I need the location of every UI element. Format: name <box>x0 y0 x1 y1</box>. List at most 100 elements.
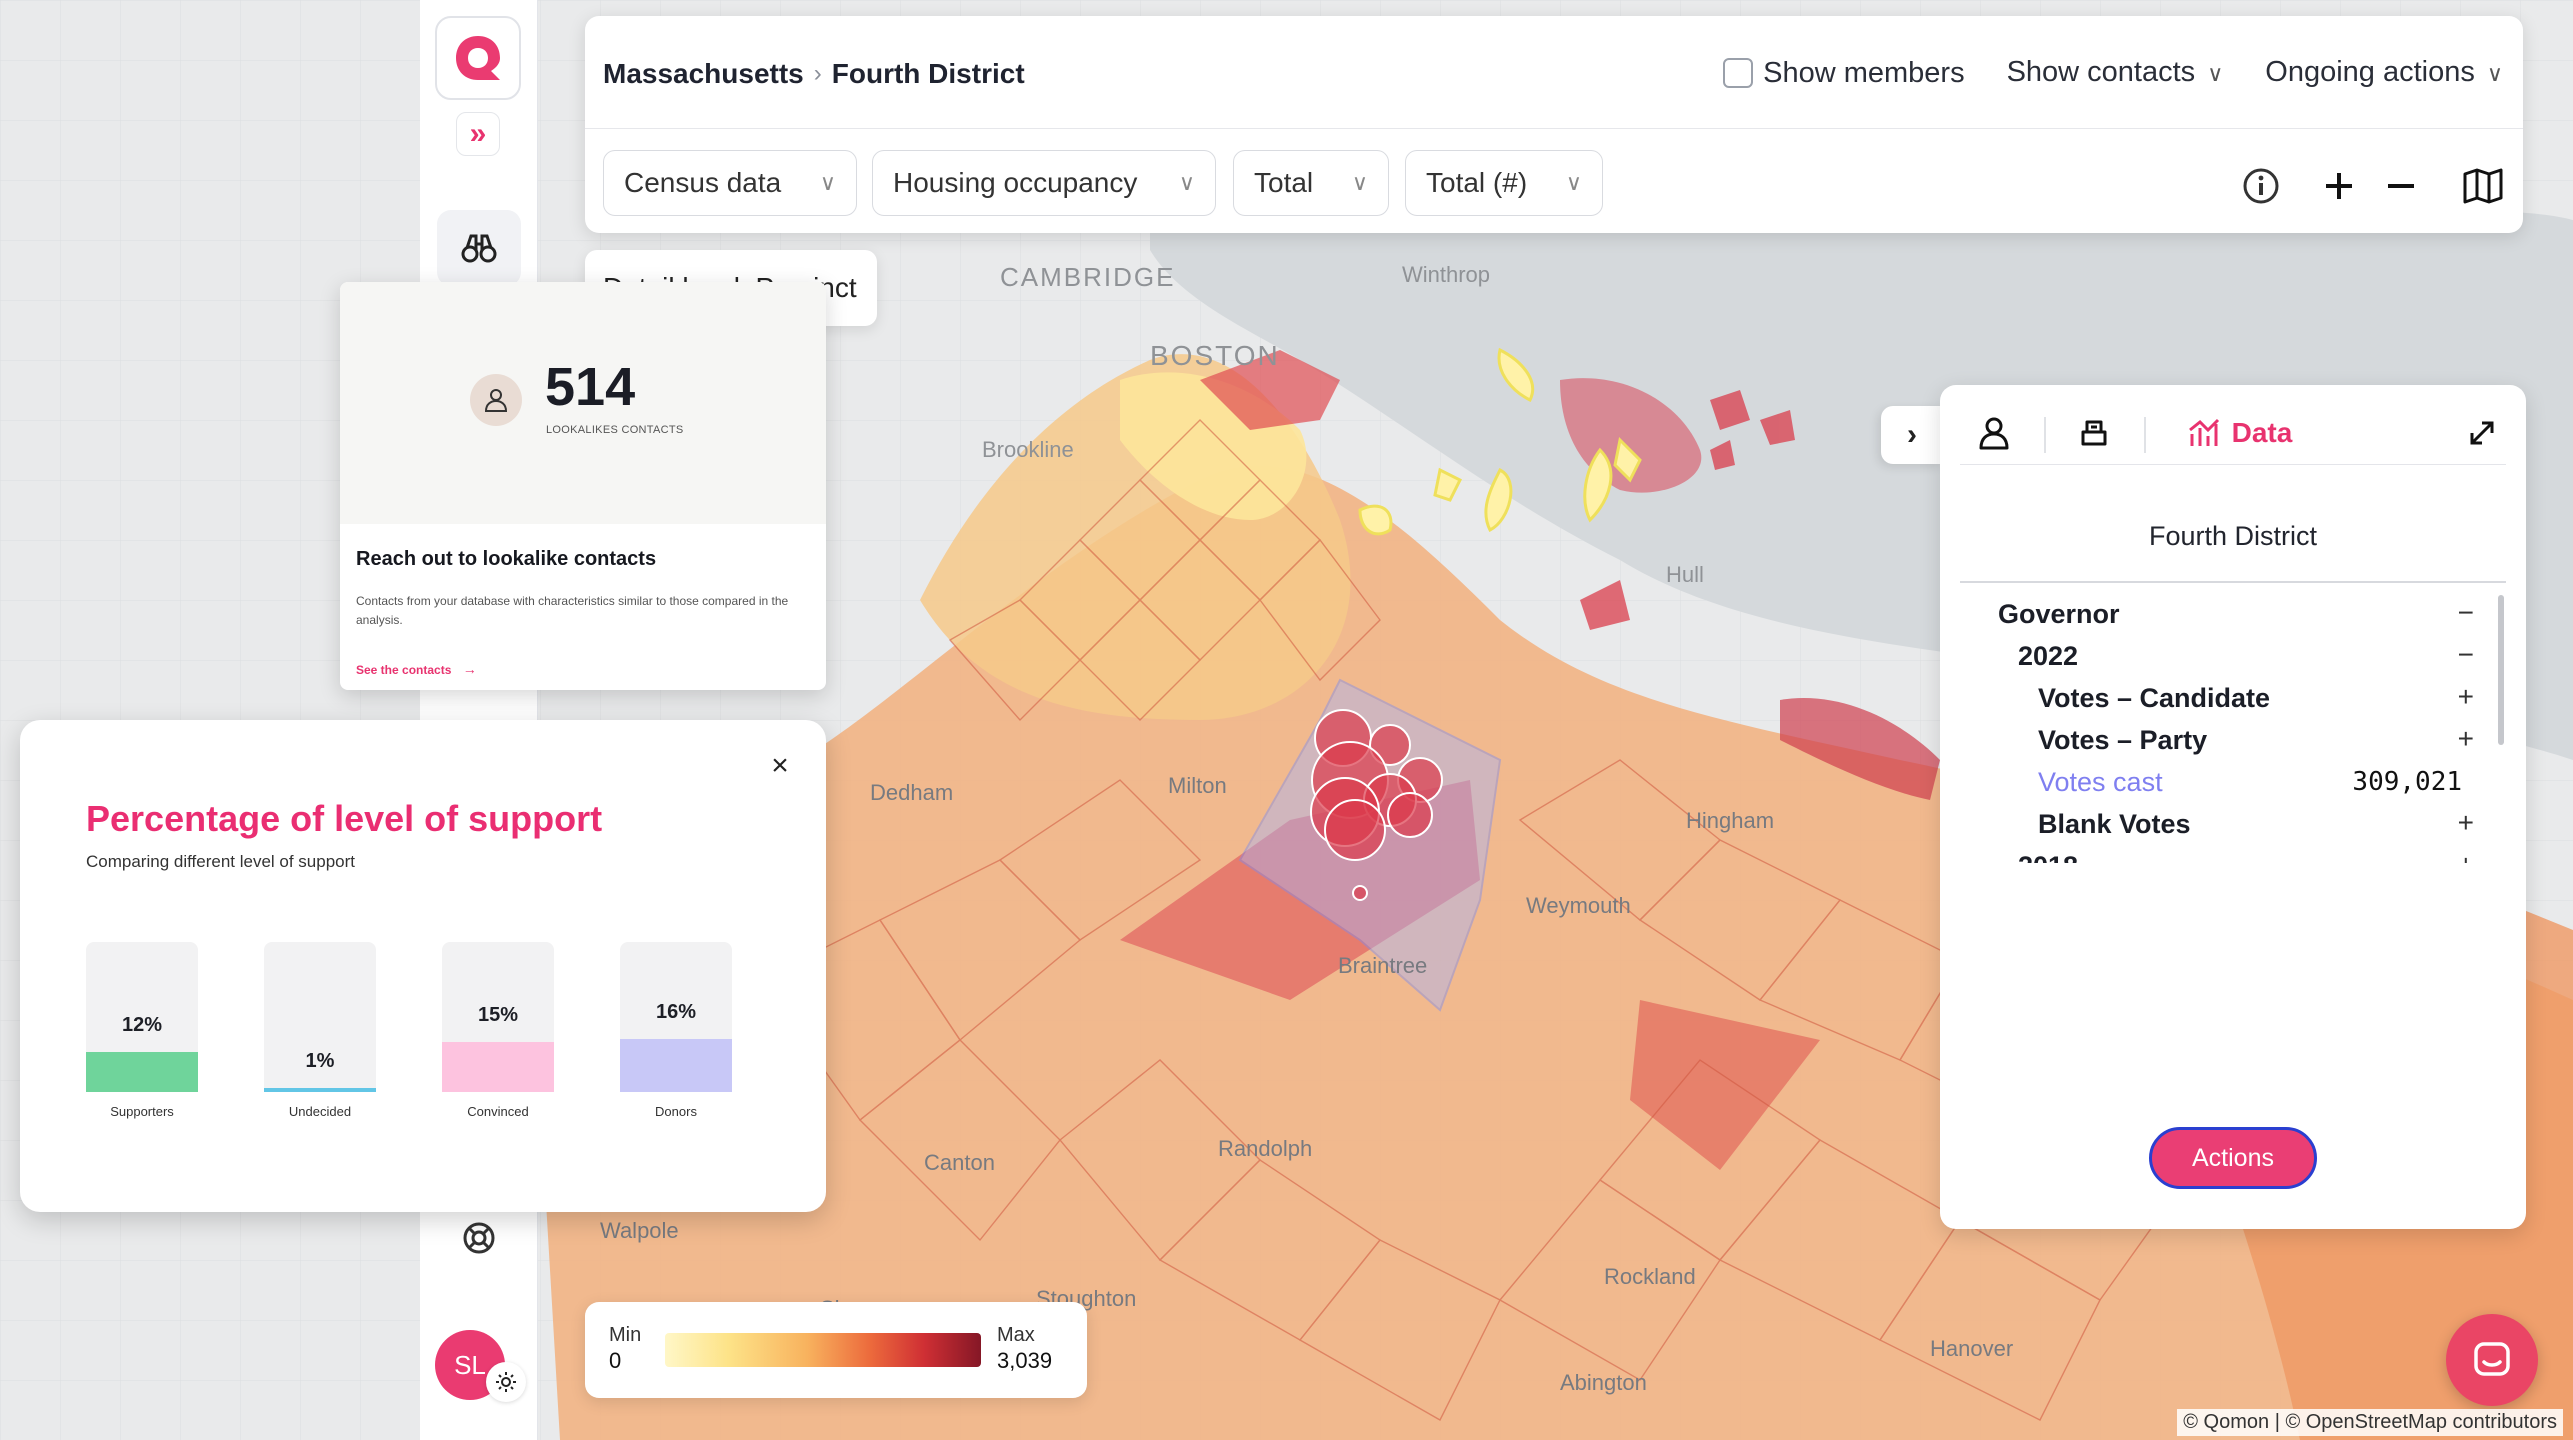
support-bar-value: 16% <box>655 1001 697 1023</box>
tree-row[interactable]: Votes – Party + <box>1940 719 2526 761</box>
tree-row-label: Governor <box>1998 599 2120 629</box>
breadcrumb-separator: › <box>813 60 822 87</box>
show-members-label: Show members <box>1763 56 1965 89</box>
top-right-controls: Show members Show contacts ∨ Ongoing acti… <box>1723 56 2503 90</box>
close-button[interactable]: × <box>762 748 798 784</box>
sidebar-item-explore[interactable] <box>437 210 521 286</box>
show-members-toggle[interactable]: Show members <box>1723 56 1965 90</box>
binoculars-icon <box>461 234 497 263</box>
legend-max-label: Max <box>997 1324 1035 1346</box>
lookalike-title: Reach out to lookalike contacts <box>356 548 657 570</box>
tab-contacts[interactable] <box>1966 411 2022 455</box>
support-bar-value: 15% <box>477 1004 519 1026</box>
see-contacts-link-label: See the contacts <box>356 663 452 677</box>
tab-elections[interactable] <box>2066 411 2122 455</box>
lifebuoy-icon <box>463 1222 495 1254</box>
housing-occupancy-select-value: Housing occupancy <box>893 167 1138 198</box>
legend-max-value: 3,039 <box>997 1348 1053 1373</box>
support-bar-label: Undecided <box>288 1104 352 1119</box>
tree-row[interactable]: Votes cast 309,021 <box>1940 761 2526 803</box>
info-button[interactable] <box>2239 164 2283 208</box>
collapse-panel-button[interactable]: › <box>1881 406 1943 464</box>
tab-data-label: Data <box>2231 417 2293 448</box>
actions-button[interactable]: Actions <box>2149 1127 2317 1189</box>
close-icon: × <box>771 749 789 782</box>
map-icon <box>2463 168 2503 204</box>
tree-scrollbar[interactable] <box>2498 595 2504 945</box>
show-contacts-dropdown[interactable]: Show contacts ∨ <box>2007 56 2224 89</box>
show-contacts-label: Show contacts <box>2006 56 2196 89</box>
total-select[interactable]: Total ∨ <box>1233 150 1389 216</box>
app-logo[interactable] <box>435 16 521 100</box>
support-bar-value: 12% <box>121 1014 163 1036</box>
settings-gear-button[interactable] <box>486 1362 526 1402</box>
tab-separator <box>2144 417 2146 453</box>
map-legend: Min 0 Max 3,039 <box>585 1302 1087 1398</box>
support-bar <box>86 1052 198 1092</box>
expand-plus-icon[interactable]: + <box>2457 807 2474 838</box>
arrow-right-icon: → <box>462 661 477 677</box>
total-count-select[interactable]: Total (#) ∨ <box>1405 150 1603 216</box>
show-members-checkbox[interactable] <box>1723 58 1754 89</box>
collapse-minus-icon[interactable]: − <box>2457 639 2474 670</box>
chevron-down-icon: ∨ <box>819 170 836 195</box>
legend-gradient <box>665 1333 981 1367</box>
breadcrumb-state[interactable]: Massachusetts <box>603 58 804 89</box>
person-icon <box>1979 417 2009 450</box>
expand-sidebar-button[interactable]: » <box>456 112 500 156</box>
total-select-value: Total <box>1254 167 1314 198</box>
expand-plus-icon[interactable]: + <box>2458 849 2474 863</box>
lookalike-contacts-card: 514 LOOKALIKES CONTACTS Reach out to loo… <box>340 282 826 690</box>
map-attribution: © Qomon | © OpenStreetMap contributors <box>2177 1409 2563 1436</box>
plus-icon <box>2326 173 2352 199</box>
chevron-right-icon: › <box>1907 418 1917 451</box>
chevron-down-icon: ∨ <box>1565 170 1582 195</box>
expand-plus-icon[interactable]: + <box>2457 723 2474 754</box>
support-subtitle: Comparing different level of support <box>86 852 356 871</box>
support-bar-column <box>620 942 732 1092</box>
tab-separator <box>2044 417 2046 453</box>
sidebar-item-help[interactable] <box>437 1200 521 1276</box>
tree-row[interactable]: Votes – Candidate + <box>1940 677 2526 719</box>
legend-min-value: 0 <box>609 1348 622 1373</box>
chat-support-button[interactable] <box>2446 1314 2538 1406</box>
support-bar-column <box>264 942 376 1092</box>
tree-row[interactable]: 2022 − <box>1940 635 2526 677</box>
ballot-box-icon <box>2081 420 2107 446</box>
tree-row-label: 2022 <box>2018 641 2079 671</box>
tree-scrollbar-thumb[interactable] <box>2498 595 2504 745</box>
ongoing-actions-dropdown[interactable]: Ongoing actions ∨ <box>2265 56 2503 89</box>
toolbar-divider <box>585 128 2523 129</box>
expand-plus-icon[interactable]: + <box>2457 681 2474 712</box>
lookalike-header: 514 LOOKALIKES CONTACTS <box>340 282 826 524</box>
zoom-in-button[interactable] <box>2317 164 2361 208</box>
see-contacts-link[interactable]: See the contacts → <box>356 661 477 677</box>
lookalike-count-label: LOOKALIKES CONTACTS <box>546 424 684 436</box>
tree-row-label: Votes – Candidate <box>2038 683 2271 713</box>
housing-occupancy-select[interactable]: Housing occupancy ∨ <box>872 150 1216 216</box>
panel-tabs: Data <box>1960 405 2506 465</box>
minus-icon <box>2388 184 2414 188</box>
support-level-card: × Percentage of level of support Compari… <box>20 720 826 1212</box>
chat-icon <box>2474 1342 2510 1376</box>
zoom-out-button[interactable] <box>2379 164 2423 208</box>
tree-row[interactable]: Governor − <box>1940 593 2526 635</box>
tree-row-label: Blank Votes <box>2038 809 2191 839</box>
expand-icon <box>2470 421 2494 445</box>
tree-row-label: Votes cast <box>2038 767 2163 797</box>
chevron-down-icon: ∨ <box>2486 61 2503 87</box>
expand-panel-button[interactable] <box>2460 411 2504 455</box>
ongoing-actions-label: Ongoing actions <box>2265 56 2475 89</box>
qomon-logo-icon <box>456 36 500 80</box>
bar-chart-icon <box>2188 418 2219 446</box>
total-count-select-value: Total (#) <box>1426 167 1528 198</box>
tab-data[interactable]: Data <box>2170 411 2310 455</box>
chevron-down-icon: ∨ <box>2207 61 2224 87</box>
collapse-minus-icon[interactable]: − <box>2457 597 2474 628</box>
map-layers-button[interactable] <box>2461 164 2505 208</box>
election-data-tree: Governor −2022− Votes – Candidate + Votes – … <box>1940 593 2526 863</box>
tree-row[interactable]: Blank Votes + <box>1940 803 2526 845</box>
census-data-select[interactable]: Census data ∨ <box>603 150 857 216</box>
support-bar <box>442 1042 554 1092</box>
tree-row[interactable]: 2018 + <box>1940 845 2526 863</box>
